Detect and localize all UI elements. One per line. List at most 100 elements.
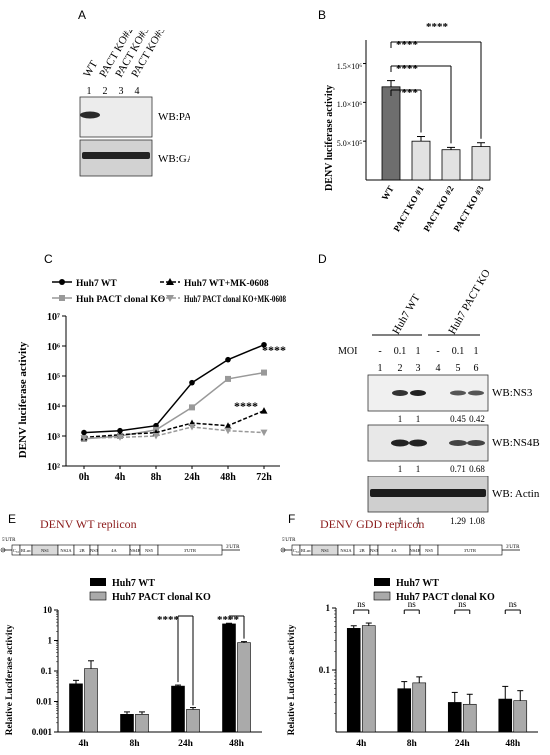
genome-label: 5'UTR [282,538,296,543]
bar [462,703,477,733]
y-axis-label: Relative Luciferase activity [287,624,297,735]
blot-label: WB:NS3 [492,387,533,399]
x-tick-label: WT [380,184,396,202]
bar [447,702,462,733]
data-point [189,404,195,411]
y-tick-label: 1 [326,603,331,613]
moi-value: 0.1 [452,346,465,357]
genome-label: NS3 [90,548,99,553]
y-tick-label: 10⁴ [47,402,60,413]
x-tick-label: 8h [151,472,162,483]
lane-number: 1 [87,86,92,97]
replicon-genome: 5'UTR C₅₅ RLuc NS1 NS2A 2B NS3 4A NS4B NS5 3'UTR 3'… [0,538,240,556]
data-point [224,427,232,435]
data-point [224,422,232,429]
panel-f-label: F [288,512,296,526]
y-tick: 5.0×10⁵ [337,139,363,148]
moi-value: - [436,346,439,357]
genome-label: 2B [79,548,84,553]
quant-value: 1 [398,516,403,526]
group-label: Huh7 PACT KO [446,267,493,336]
y-tick: 1.5×10⁶ [337,62,363,71]
quant-value: 0.45 [450,414,466,424]
x-tick-label: 48h [229,739,245,749]
panel-e-label: E [8,512,17,526]
quant-value: 0.71 [450,464,466,474]
legend-label: Huh7 WT [76,279,117,289]
legend-label: Huh7 WT [112,578,155,589]
sig-marker: **** [396,39,419,51]
panel-b-label: B [318,8,327,22]
panel-c-chart: Huh7 WT Huh PACT clonal KO Huh7 WT+MK-06… [17,278,286,483]
moi-value: 1 [416,346,421,357]
data-point [189,379,195,386]
genome-label: NS1 [321,548,329,553]
panel-e-chart: DENV WT replicon 5'UTR C₅₅ RLuc NS1 NS2A 2B NS… [0,517,262,749]
moi-value: 0.1 [394,346,407,357]
bar [498,698,513,733]
data-point [152,433,160,440]
bar [397,688,412,733]
x-tick-label: 8h [407,739,418,749]
sig-marker: **** [426,21,449,33]
y-tick-label: 10³ [47,432,60,443]
y-axis-label: DENV luciferase activity [17,341,29,458]
bar [361,625,376,733]
panel-b-chart: DENV luciferase activity 5.0×10⁵ 1.0×10⁶… [324,21,491,234]
bar [471,146,491,181]
series-line [83,409,265,439]
x-tick-label: 4h [78,739,89,749]
lane-label: WT [81,58,100,79]
genome-label: C₅₅ [13,548,20,553]
bar [412,682,427,733]
blot-label: WB:PACT [158,111,190,123]
x-tick-label: 48h [505,739,521,749]
data-point [116,434,124,441]
bar [381,86,401,181]
series-line [83,344,265,434]
x-tick-label: 4h [115,472,126,483]
x-tick-label: 48h [220,472,236,483]
bar [69,683,83,733]
sig-marker: ns [458,599,467,609]
x-tick-label: PACT KO #2 [421,184,455,234]
group-label: Huh7 WT [390,292,423,336]
replicon-genome: 5'UTR C₅₅ RLuc NS1 NS2A 2B NS3 4A NS4B NS5 3'UTR 3'… [280,538,520,556]
legend-label: Huh7 WT+MK-0608 [184,279,269,289]
genome-label: 3'UTR [226,545,240,550]
genome-label: NS4B [409,548,420,553]
sig-marker: **** [157,614,180,626]
sig-marker: **** [234,399,258,413]
legend-label: Huh7 PACT clonal KO [112,592,211,603]
x-tick-label: PACT KO #3 [451,184,485,234]
legend: Huh7 WT Huh PACT clonal KO Huh7 WT+MK-06… [52,278,286,305]
sig-marker: ns [408,599,417,609]
y-tick-label: 0.001 [32,727,53,737]
quant-value: 1.08 [469,516,485,526]
x-tick-label: 72h [256,472,272,483]
quant-value: 1 [416,464,421,474]
genome-segment [437,544,503,556]
lane-number: 4 [135,86,140,97]
sig-marker: ns [509,599,518,609]
genome-label: 3'UTR [184,548,196,553]
bar [222,623,236,733]
legend: Huh7 WT Huh7 PACT clonal KO [373,578,495,603]
legend: Huh7 WT Huh7 PACT clonal KO [89,578,211,603]
replicon-title: DENV GDD replicon [320,517,424,531]
sig-marker: **** [217,614,240,626]
data-point [260,407,268,414]
x-tick-label: 24h [178,739,194,749]
legend-label: Huh7 PACT clonal KO+MK-0608 [184,295,286,305]
data-point [261,369,267,376]
sig-marker: **** [396,63,419,75]
lane-number: 3 [119,86,124,97]
bar [135,714,149,733]
genome-label: NS5 [425,548,434,553]
lane-number: 6 [474,363,479,374]
y-tick-label: 0.1 [319,665,331,675]
bar [186,709,200,733]
genome-label: 4A [111,548,117,553]
cap-icon [0,547,6,553]
quant-value: 1 [398,464,403,474]
